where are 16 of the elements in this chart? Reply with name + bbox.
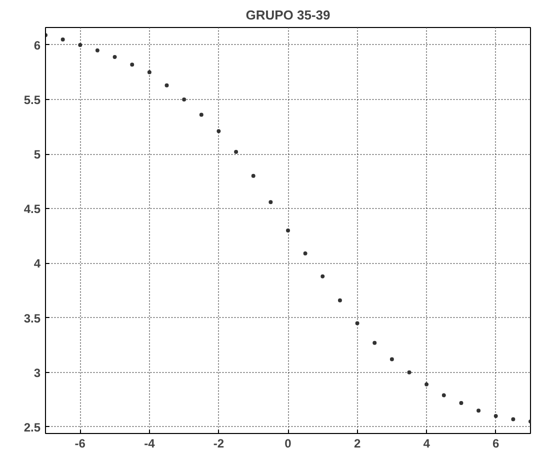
y-tick-label: 5.5 xyxy=(24,93,41,108)
y-tick-label: 5 xyxy=(34,148,41,162)
x-tick-label: -6 xyxy=(74,436,86,450)
y-tick-label: 3 xyxy=(34,366,41,380)
y-tick-label: 6 xyxy=(34,38,41,52)
x-tick-label: 0 xyxy=(284,436,292,450)
y-tick-label: 4.5 xyxy=(24,202,41,216)
chart-title: GRUPO 35-39 xyxy=(246,8,330,22)
y-tick-label: 4 xyxy=(34,256,41,271)
x-tick-label: 6 xyxy=(492,436,500,450)
x-tick-label: 2 xyxy=(354,436,361,450)
x-tick-label: -2 xyxy=(213,436,224,450)
x-tick-label: 4 xyxy=(423,436,430,450)
y-tick-label: 3.5 xyxy=(24,311,41,326)
x-tick-label: -4 xyxy=(144,436,156,450)
y-tick-label: 2.5 xyxy=(24,420,41,434)
